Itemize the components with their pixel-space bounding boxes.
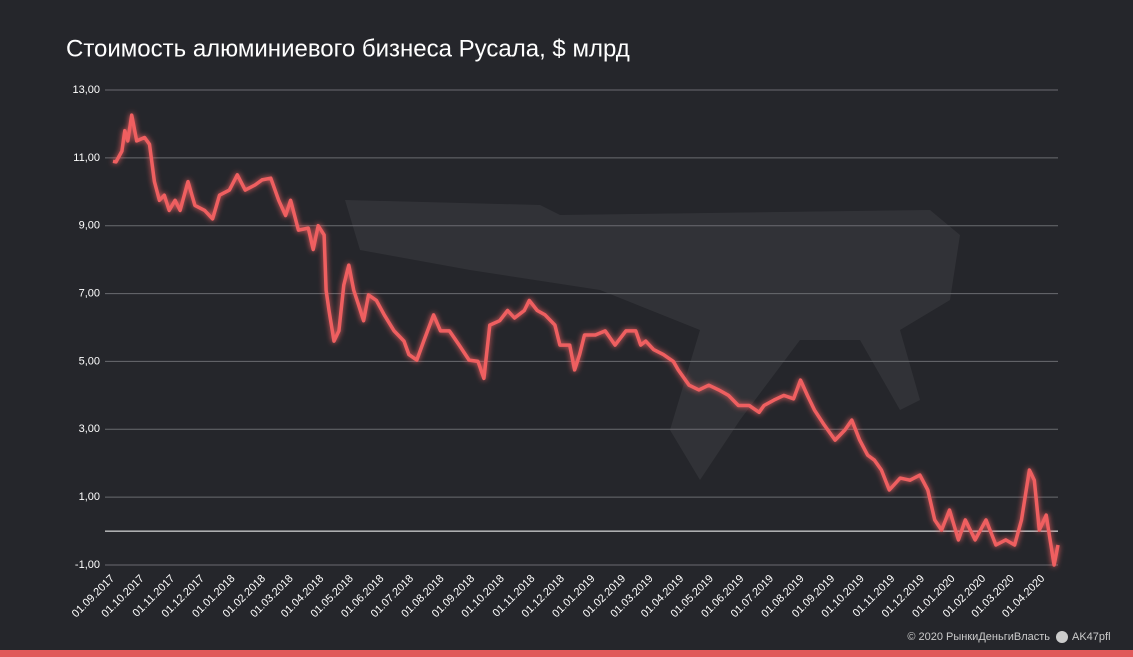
footer-bar: [0, 650, 1133, 657]
credit: © 2020 РынкиДеньгиВласть: [907, 631, 1050, 643]
handle: AK47pfl: [1072, 631, 1111, 643]
data-line: [112, 113, 1060, 567]
y-tick-label: 9,00: [79, 220, 100, 232]
y-tick-label: 13,00: [72, 84, 100, 96]
chart-title: Стоимость алюминиевого бизнеса Русала, $…: [66, 35, 630, 62]
telegram-icon: [1056, 631, 1068, 643]
y-tick-label: 1,00: [79, 491, 100, 503]
y-tick-label: 5,00: [79, 355, 100, 367]
y-tick-label: 7,00: [79, 287, 100, 299]
watermark: [345, 200, 960, 480]
y-tick-label: 11,00: [73, 152, 100, 164]
y-tick-label: -1,00: [75, 559, 100, 571]
y-tick-label: 3,00: [79, 423, 100, 435]
